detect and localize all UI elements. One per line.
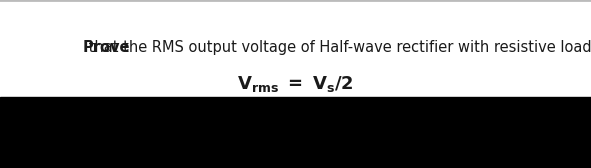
Text: that the RMS output voltage of Half-wave rectifier with resistive load: that the RMS output voltage of Half-wave… [84, 39, 591, 55]
Text: Prove: Prove [0, 167, 1, 168]
Text: Prove: Prove [83, 39, 130, 55]
Bar [0, 97, 591, 168]
Text: $\mathbf{V_{rms}\ =\ V_s/2}$: $\mathbf{V_{rms}\ =\ V_s/2}$ [238, 74, 353, 94]
